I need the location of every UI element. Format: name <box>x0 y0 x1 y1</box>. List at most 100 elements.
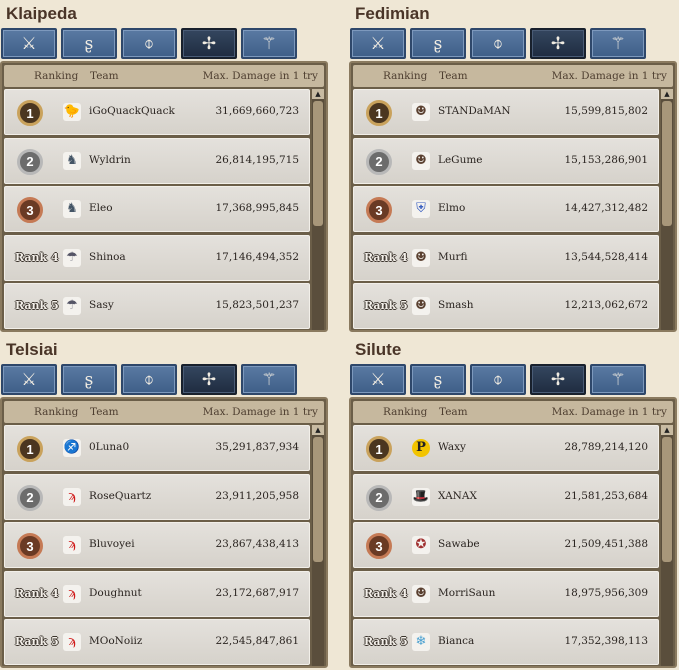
table-row[interactable]: 3 ⛨ Elmo 14,427,312,482 <box>353 186 659 233</box>
max-damage: 15,599,815,802 <box>564 105 649 117</box>
tab-cleric-cross[interactable]: ✢ <box>181 364 237 395</box>
tab-wizard-staff[interactable]: ʂ <box>61 28 117 59</box>
table-row[interactable]: 3 ϡ Bluvoyei 23,867,438,413 <box>4 522 310 569</box>
header-team: Team <box>90 406 119 418</box>
rank-label: Rank 4 <box>15 250 59 264</box>
team-name: Waxy <box>438 441 466 453</box>
tab-bow[interactable]: ⌽ <box>121 28 177 59</box>
sword-icon: ⚔ <box>21 369 37 390</box>
scroll-up-arrow-icon[interactable]: ▲ <box>661 89 673 99</box>
tab-wizard-staff[interactable]: ʂ <box>61 364 117 395</box>
rank-medal-icon: 1 <box>360 431 398 467</box>
team-name: Sawabe <box>438 538 480 551</box>
tab-bow[interactable]: ⌽ <box>470 28 526 59</box>
tab-scout-blades[interactable]: ⚚ <box>241 28 297 59</box>
tab-wizard-staff[interactable]: ʂ <box>410 364 466 395</box>
max-damage: 26,814,195,715 <box>215 153 300 166</box>
tab-bow[interactable]: ⌽ <box>121 364 177 395</box>
portrait-icon: ☻ <box>412 248 430 267</box>
table-row[interactable]: Rank 4 ☻ Murfi 13,544,528,414 <box>353 234 659 281</box>
class-tabs: ⚔ ʂ ⌽ ✢ ⚚ <box>350 364 646 395</box>
table-row[interactable]: 2 ϡ RoseQuartz 23,911,205,958 <box>4 473 310 520</box>
red-bird-icon: ϡ <box>63 487 81 506</box>
max-damage: 23,911,205,958 <box>215 489 300 502</box>
tab-sword[interactable]: ⚔ <box>1 364 57 395</box>
scrollbar[interactable]: ▲ <box>661 425 673 666</box>
knight-icon: ♞ <box>63 200 81 219</box>
max-damage: 14,427,312,482 <box>564 202 649 215</box>
table-row[interactable]: 3 ✪ Sawabe 21,509,451,388 <box>353 522 659 569</box>
red-bird-icon: ϡ <box>63 536 81 555</box>
tab-cleric-cross[interactable]: ✢ <box>181 28 237 59</box>
table-row[interactable]: 2 🎩 XANAX 21,581,253,684 <box>353 473 659 520</box>
team-name: Doughnut <box>89 586 142 599</box>
duck-sunglasses-icon: 🐤 <box>63 103 81 121</box>
bow-icon: ⌽ <box>492 33 504 54</box>
tab-wizard-staff[interactable]: ʂ <box>410 28 466 59</box>
max-damage: 17,146,494,352 <box>215 250 300 263</box>
cleric-cross-icon: ✢ <box>550 369 566 390</box>
scroll-up-arrow-icon[interactable]: ▲ <box>312 89 324 99</box>
scrollbar[interactable]: ▲ <box>312 89 324 330</box>
table-row[interactable]: 1 P Waxy 28,789,214,120 <box>353 425 659 471</box>
bow-icon: ⌽ <box>492 369 504 390</box>
class-tabs: ⚔ ʂ ⌽ ✢ ⚚ <box>350 28 646 59</box>
scroll-thumb[interactable] <box>313 101 323 226</box>
scroll-thumb[interactable] <box>662 101 672 226</box>
sword-icon: ⚔ <box>370 369 386 390</box>
table-row[interactable]: 2 ☻ LeGume 15,153,286,901 <box>353 137 659 184</box>
table-row[interactable]: 2 ♞ Wyldrin 26,814,195,715 <box>4 137 310 184</box>
max-damage: 21,581,253,684 <box>564 489 649 502</box>
tab-scout-blades[interactable]: ⚚ <box>590 28 646 59</box>
table-row[interactable]: 3 ♞ Eleo 17,368,995,845 <box>4 186 310 233</box>
table-row[interactable]: Rank 5 ❄ Bianca 17,352,398,113 <box>353 619 659 666</box>
table-row[interactable]: Rank 5 ☻ Smash 12,213,062,672 <box>353 283 659 330</box>
tab-cleric-cross[interactable]: ✢ <box>530 28 586 59</box>
ranking-table: Ranking Team Max. Damage in 1 try 1 🐤 iG… <box>0 61 328 332</box>
table-row[interactable]: 1 ☻ STANDaMAN 15,599,815,802 <box>353 89 659 135</box>
table-row[interactable]: Rank 5 ☂ Sasy 15,823,501,237 <box>4 283 310 330</box>
class-tabs: ⚔ ʂ ⌽ ✢ ⚚ <box>1 28 297 59</box>
region-title: Klaipeda <box>6 4 77 23</box>
table-row[interactable]: 1 🐤 iGoQuackQuack 31,669,660,723 <box>4 89 310 135</box>
header-ranking: Ranking <box>383 406 428 418</box>
wizard-staff-icon: ʂ <box>84 33 94 54</box>
team-name: Bluvoyei <box>89 538 135 551</box>
scrollbar[interactable]: ▲ <box>312 425 324 666</box>
tab-sword[interactable]: ⚔ <box>350 364 406 395</box>
tab-sword[interactable]: ⚔ <box>1 28 57 59</box>
scroll-up-arrow-icon[interactable]: ▲ <box>661 425 673 435</box>
table-row[interactable]: 1 ♐ 0Luna0 35,291,837,934 <box>4 425 310 471</box>
team-name: Bianca <box>438 635 475 648</box>
region-title: Fedimian <box>355 4 430 23</box>
wizard-staff-icon: ʂ <box>433 33 443 54</box>
table-row[interactable]: Rank 5 ϡ MOoNoiiz 22,545,847,861 <box>4 619 310 666</box>
table-row[interactable]: Rank 4 ϡ Doughnut 23,172,687,917 <box>4 570 310 617</box>
scroll-thumb[interactable] <box>313 437 323 562</box>
header-damage: Max. Damage in 1 try <box>551 70 667 82</box>
table-row[interactable]: Rank 4 ☻ MorriSaun 18,975,956,309 <box>353 570 659 617</box>
header-ranking: Ranking <box>383 70 428 82</box>
knight-icon: ♞ <box>63 151 81 170</box>
scroll-thumb[interactable] <box>662 437 672 562</box>
tab-scout-blades[interactable]: ⚚ <box>590 364 646 395</box>
portrait-icon: ☻ <box>412 151 430 170</box>
scrollbar[interactable]: ▲ <box>661 89 673 330</box>
tab-sword[interactable]: ⚔ <box>350 28 406 59</box>
rank-label: Rank 5 <box>364 635 408 649</box>
scout-blades-icon: ⚚ <box>610 33 626 54</box>
portrait-icon: ☻ <box>412 297 430 316</box>
wizard-staff-icon: ʂ <box>84 369 94 390</box>
scroll-up-arrow-icon[interactable]: ▲ <box>312 425 324 435</box>
header-ranking: Ranking <box>34 70 79 82</box>
header-team: Team <box>439 70 468 82</box>
max-damage: 31,669,660,723 <box>215 105 300 117</box>
rank-medal-icon: 3 <box>360 528 398 564</box>
team-name: Smash <box>438 299 474 312</box>
tab-bow[interactable]: ⌽ <box>470 364 526 395</box>
tab-scout-blades[interactable]: ⚚ <box>241 364 297 395</box>
team-name: 0Luna0 <box>89 441 130 453</box>
tab-cleric-cross[interactable]: ✢ <box>530 364 586 395</box>
table-row[interactable]: Rank 4 ☂ Shinoa 17,146,494,352 <box>4 234 310 281</box>
header-ranking: Ranking <box>34 406 79 418</box>
